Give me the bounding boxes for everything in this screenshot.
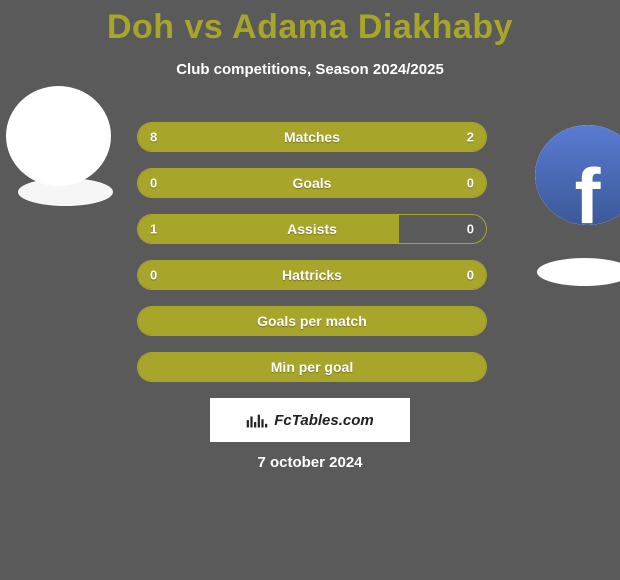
stat-label: Assists: [138, 221, 486, 237]
brand-text: FcTables.com: [274, 412, 373, 429]
stat-label: Hattricks: [138, 267, 486, 283]
stat-row-goals: 0 Goals 0: [137, 168, 487, 198]
facebook-icon[interactable]: f: [535, 125, 620, 225]
page-title: Doh vs Adama Diakhaby: [0, 0, 620, 47]
stat-right-value: 2: [467, 130, 474, 145]
stat-right-value: 0: [467, 268, 474, 283]
comparison-bars: 8 Matches 2 0 Goals 0 1 Assists 0 0 Hatt…: [137, 122, 487, 398]
avatar-shadow: [18, 178, 113, 206]
stat-row-mpg: Min per goal: [137, 352, 487, 382]
stat-row-hattricks: 0 Hattricks 0: [137, 260, 487, 290]
player-right-avatar[interactable]: f: [535, 125, 620, 225]
stat-label: Goals: [138, 175, 486, 191]
stat-row-assists: 1 Assists 0: [137, 214, 487, 244]
stat-right-value: 0: [467, 176, 474, 191]
date-label: 7 october 2024: [0, 454, 620, 471]
fctables-logo-icon: [246, 411, 268, 429]
stat-row-matches: 8 Matches 2: [137, 122, 487, 152]
subtitle: Club competitions, Season 2024/2025: [0, 61, 620, 78]
player-left-avatar: [6, 86, 111, 186]
brand-badge[interactable]: FcTables.com: [210, 398, 410, 442]
stat-label: Goals per match: [138, 313, 486, 329]
stat-right-value: 0: [467, 222, 474, 237]
stat-row-gpm: Goals per match: [137, 306, 487, 336]
avatar-shadow: [537, 258, 620, 286]
stat-label: Matches: [138, 129, 486, 145]
stat-label: Min per goal: [138, 359, 486, 375]
